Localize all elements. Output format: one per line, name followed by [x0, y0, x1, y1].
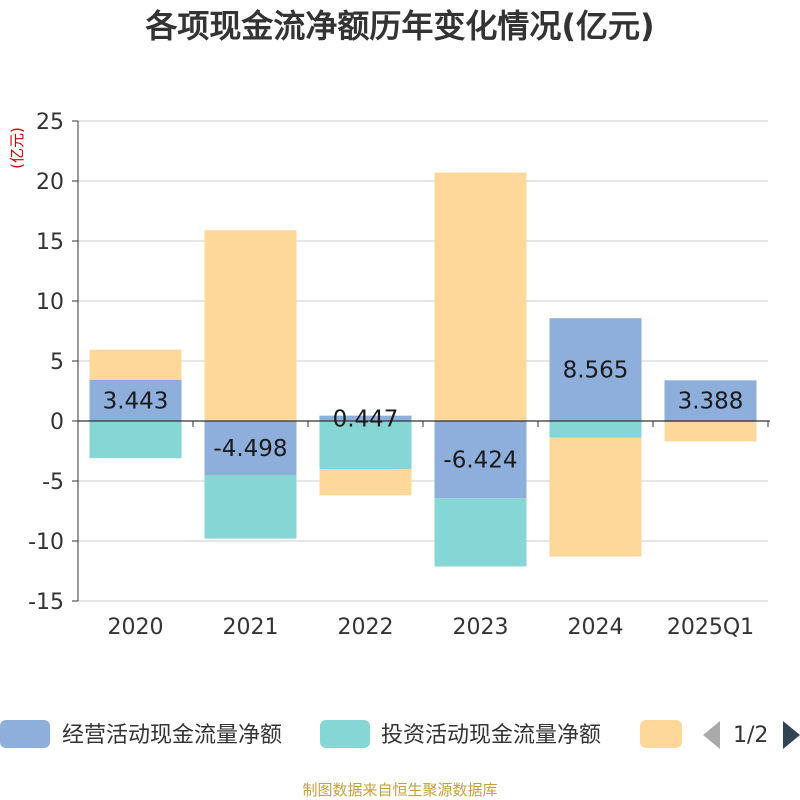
legend-prev-page-icon[interactable] [703, 721, 720, 749]
legend-swatch-investing[interactable] [320, 720, 370, 748]
bar-series-2 [319, 469, 412, 496]
bar-series-1 [89, 421, 182, 459]
chart-title: 各项现金流净额历年变化情况(亿元) [145, 7, 654, 45]
bar-series-1 [319, 421, 412, 469]
data-label: 3.443 [103, 388, 169, 414]
grid-lines [78, 120, 768, 602]
bar-series-2 [204, 230, 297, 421]
data-label: -4.498 [213, 436, 287, 462]
data-label: 0.447 [333, 406, 399, 432]
data-source-note: 制图数据来自恒生聚源数据库 [302, 781, 497, 799]
x-tick-label: 2022 [338, 615, 394, 640]
y-tick-label: 25 [36, 110, 64, 135]
legend-swatch-financing[interactable] [640, 720, 682, 748]
bar-series-0 [664, 380, 757, 421]
bar-series-0 [89, 379, 182, 421]
bar-series-2 [549, 437, 642, 557]
legend-swatch-operating[interactable] [0, 720, 50, 748]
y-tick-label: -5 [42, 470, 64, 495]
x-tick-label: 2025Q1 [667, 615, 754, 640]
bar-series-1 [549, 421, 642, 438]
data-label: 3.388 [678, 389, 744, 415]
y-tick-label: -10 [28, 530, 64, 555]
y-tick-label: 5 [50, 350, 64, 375]
bars [89, 172, 757, 567]
x-tick-label: 2024 [568, 615, 624, 640]
legend-label-operating[interactable]: 经营活动现金流量净额 [62, 723, 282, 748]
data-label: -6.424 [443, 448, 517, 474]
bar-series-0 [549, 318, 642, 421]
bar-series-1 [204, 474, 297, 539]
x-tick-label: 2021 [223, 615, 279, 640]
bar-series-1 [434, 498, 527, 567]
x-tick-label: 2020 [108, 615, 164, 640]
legend-next-page-icon[interactable] [783, 721, 800, 749]
y-tick-label: 15 [36, 230, 64, 255]
y-tick-label: 10 [36, 290, 64, 315]
bar-series-0 [319, 415, 412, 421]
bar-series-2 [664, 422, 757, 442]
legend-label-investing[interactable]: 投资活动现金流量净额 [381, 723, 601, 748]
data-label: 8.565 [563, 358, 629, 384]
bar-series-0 [204, 421, 297, 475]
y-tick-label: 0 [50, 410, 64, 435]
bar-series-2 [434, 172, 527, 421]
y-tick-label: 20 [36, 170, 64, 195]
legend: 经营活动现金流量净额 投资活动现金流量净额 1/2 [0, 720, 800, 749]
y-tick-label: -15 [28, 590, 64, 615]
axes: 25 20 15 10 5 0 -5 -10 -15 2020 2021 2022 2023 2024 20… [28, 110, 770, 640]
data-labels: 3.443 -4.498 0.447 -6.424 8.565 3.388 [103, 358, 744, 474]
bar-series-2 [89, 349, 182, 380]
x-tick-label: 2023 [453, 615, 509, 640]
legend-page-indicator: 1/2 [733, 723, 768, 748]
y-axis-unit: (亿元) [8, 127, 26, 169]
bar-series-0 [434, 421, 527, 499]
